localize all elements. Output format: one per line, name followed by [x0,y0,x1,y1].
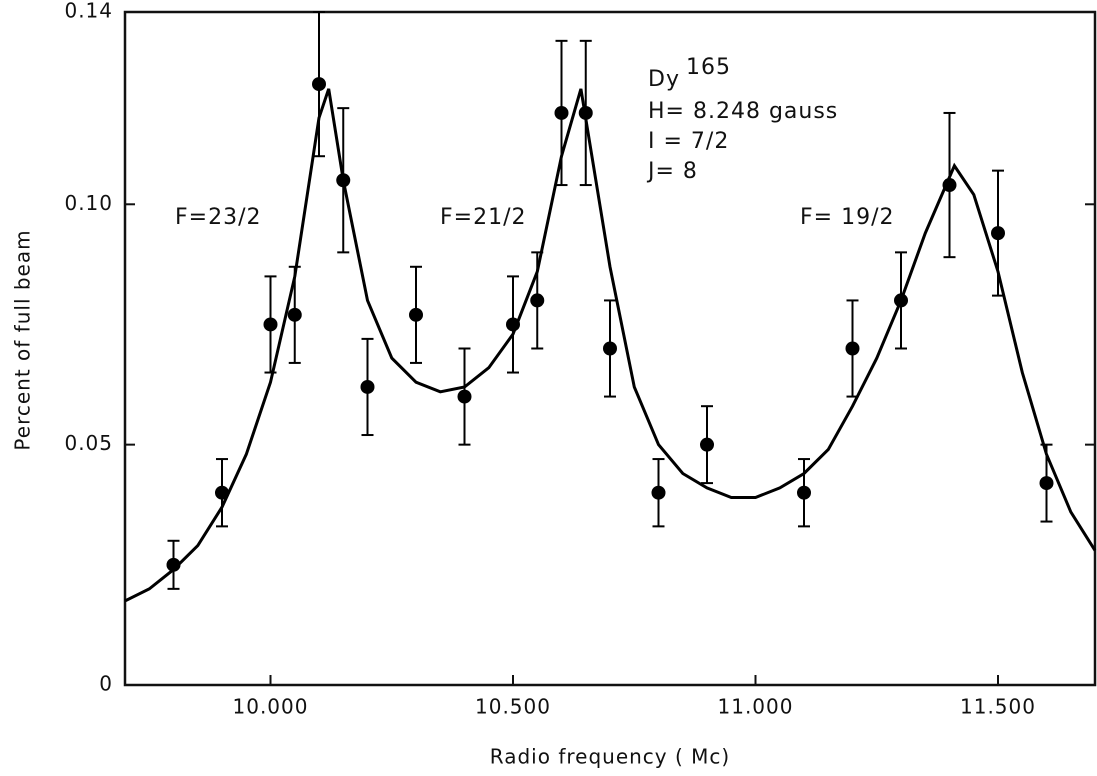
data-point [312,77,326,92]
data-point [360,379,375,394]
x-axis-label: Radio frequency ( Mc) [490,745,730,769]
data-point [166,557,181,572]
annotation: Dy [648,67,680,92]
data-point [894,293,908,308]
x-tick-label: 10.000 [233,695,309,719]
annotation: I = 7/2 [648,129,729,154]
annotation: F=21/2 [440,205,527,230]
data-point [651,485,666,500]
data-point [603,341,617,356]
y-tick-label: 0 [99,672,113,696]
data-point [263,317,278,332]
x-tick-label: 11.500 [960,695,1036,719]
y-tick-label: 0.14 [64,0,113,23]
y-axis-label: Percent of full beam [11,229,35,450]
x-tick-label: 10.500 [475,695,551,719]
annotation: F=23/2 [175,205,262,230]
data-point [845,341,860,356]
data-point [700,437,714,452]
data-point [942,178,957,193]
annotation: 165 [686,55,731,80]
plot-frame [123,10,1097,687]
annotation: H= 8.248 gauss [648,99,838,124]
y-tick-label: 0.05 [64,431,113,455]
data-point [797,485,811,500]
data-point [578,105,593,120]
data-point [457,389,472,404]
data-point [287,307,302,322]
y-tick-label: 0.10 [64,191,113,215]
data-point [336,173,351,188]
annotation: F= 19/2 [800,205,894,230]
data-point [530,293,545,308]
data-point [1039,476,1054,491]
annotation: J= 8 [646,159,698,184]
data-point [409,307,423,322]
data-point [554,105,569,120]
fit-curve [124,88,1097,603]
data-point [506,317,520,332]
data-point [215,485,229,500]
x-tick-label: 11.000 [718,695,794,719]
data-point [991,226,1005,241]
